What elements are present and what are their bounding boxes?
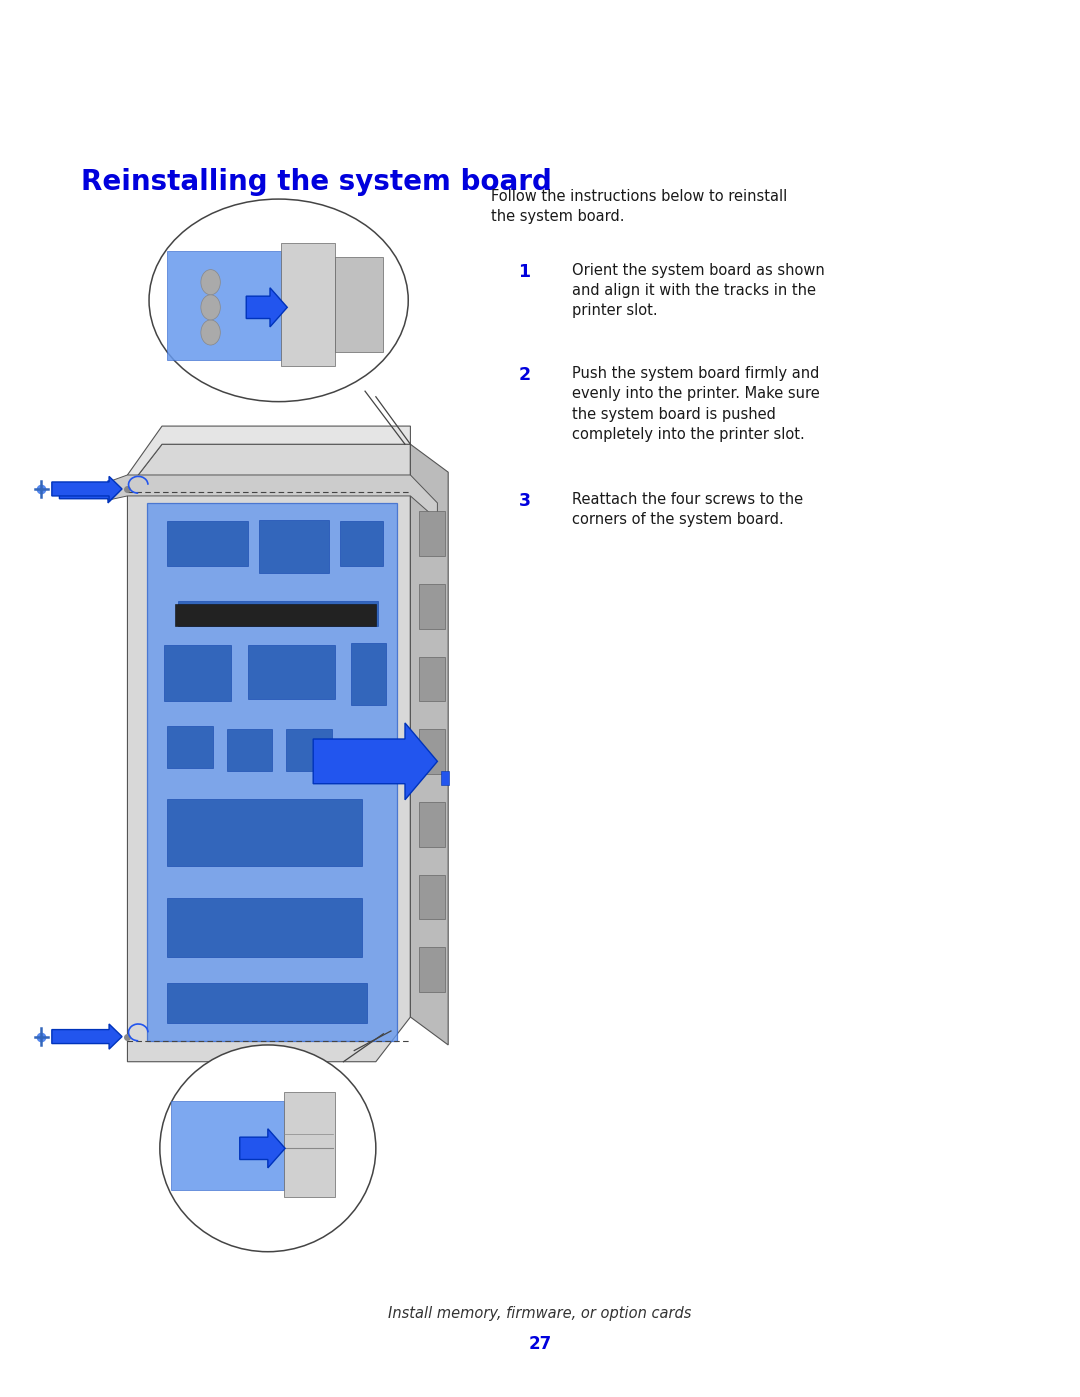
Circle shape xyxy=(201,295,220,320)
Polygon shape xyxy=(441,771,449,785)
FancyArrow shape xyxy=(313,724,437,799)
Text: 3: 3 xyxy=(518,492,530,510)
Polygon shape xyxy=(340,521,383,566)
Text: 27: 27 xyxy=(528,1336,552,1352)
Polygon shape xyxy=(227,729,272,771)
Text: Orient the system board as shown
and align it with the tracks in the
printer slo: Orient the system board as shown and ali… xyxy=(572,263,825,319)
Polygon shape xyxy=(419,657,445,701)
Polygon shape xyxy=(171,1101,284,1190)
Polygon shape xyxy=(167,898,362,957)
Polygon shape xyxy=(351,643,386,705)
Polygon shape xyxy=(167,726,213,768)
Text: Reinstalling the system board: Reinstalling the system board xyxy=(81,168,552,196)
Polygon shape xyxy=(335,257,383,352)
Polygon shape xyxy=(419,511,445,556)
Polygon shape xyxy=(284,1092,335,1197)
Polygon shape xyxy=(178,601,378,626)
Polygon shape xyxy=(410,444,448,1045)
Circle shape xyxy=(201,320,220,345)
FancyArrow shape xyxy=(59,481,119,503)
Polygon shape xyxy=(167,799,362,866)
Polygon shape xyxy=(167,983,367,1023)
FancyArrow shape xyxy=(240,1129,285,1168)
FancyArrow shape xyxy=(52,476,122,502)
Polygon shape xyxy=(286,729,332,771)
Polygon shape xyxy=(419,947,445,992)
Polygon shape xyxy=(167,251,281,360)
Text: 2: 2 xyxy=(518,366,530,384)
FancyArrow shape xyxy=(246,288,287,327)
Polygon shape xyxy=(175,604,376,626)
Polygon shape xyxy=(108,475,437,520)
Polygon shape xyxy=(419,729,445,774)
Text: Reattach the four screws to the
corners of the system board.: Reattach the four screws to the corners … xyxy=(572,492,804,527)
Polygon shape xyxy=(419,584,445,629)
Ellipse shape xyxy=(149,200,408,402)
Text: Follow the instructions below to reinstall
the system board.: Follow the instructions below to reinsta… xyxy=(491,189,787,224)
Circle shape xyxy=(201,270,220,295)
Polygon shape xyxy=(147,503,397,1041)
Text: Push the system board firmly and
evenly into the printer. Make sure
the system b: Push the system board firmly and evenly … xyxy=(572,366,820,443)
Polygon shape xyxy=(127,426,410,489)
Polygon shape xyxy=(281,243,335,366)
Text: Install memory, firmware, or option cards: Install memory, firmware, or option card… xyxy=(389,1306,691,1320)
Polygon shape xyxy=(248,645,335,698)
Text: 1: 1 xyxy=(518,263,530,281)
Polygon shape xyxy=(419,802,445,847)
Polygon shape xyxy=(127,444,410,1062)
Polygon shape xyxy=(167,521,248,566)
Polygon shape xyxy=(419,875,445,919)
Ellipse shape xyxy=(160,1045,376,1252)
Polygon shape xyxy=(259,520,329,573)
FancyArrow shape xyxy=(52,1024,122,1049)
Polygon shape xyxy=(164,645,231,701)
